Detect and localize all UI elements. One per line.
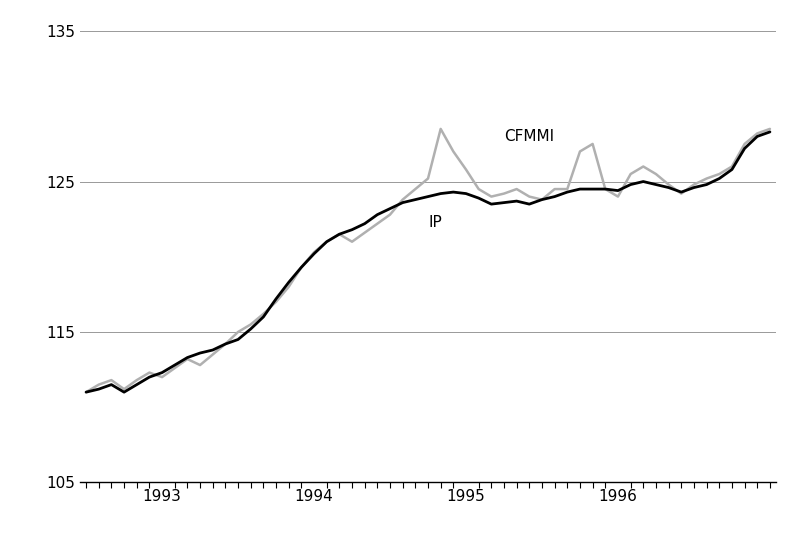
Text: IP: IP [428,214,442,229]
Text: CFMMI: CFMMI [504,129,554,144]
